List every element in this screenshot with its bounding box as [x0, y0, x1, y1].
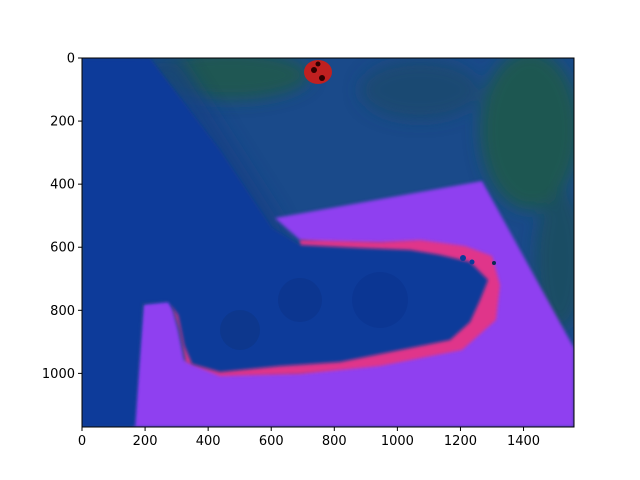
y-tick-label: 0	[67, 52, 75, 67]
axes-frame	[81, 57, 575, 428]
x-tick-label: 1400	[507, 434, 540, 449]
x-tick-label: 0	[78, 434, 86, 449]
x-tick-label: 1200	[444, 434, 477, 449]
y-tick-label: 1000	[42, 367, 75, 382]
x-tick-label: 1000	[381, 434, 414, 449]
hand-region	[82, 58, 488, 427]
y-tick-label: 800	[50, 304, 75, 319]
y-tick-label: 200	[50, 115, 75, 130]
x-axis: 0 200 400 600 800 1000 1200 1400	[78, 427, 540, 449]
x-tick-label: 800	[322, 434, 347, 449]
hand-texture	[220, 272, 408, 350]
purple-surface	[133, 181, 574, 427]
y-axis: 0 200 400 600 800 1000	[42, 52, 82, 382]
x-tick-label: 400	[196, 434, 221, 449]
x-tick-label: 600	[259, 434, 284, 449]
x-tick-label: 200	[133, 434, 158, 449]
y-tick-label: 400	[50, 178, 75, 193]
red-spot	[304, 60, 332, 84]
image-plot	[82, 58, 574, 427]
y-tick-label: 600	[50, 241, 75, 256]
rim-spots	[460, 255, 496, 265]
